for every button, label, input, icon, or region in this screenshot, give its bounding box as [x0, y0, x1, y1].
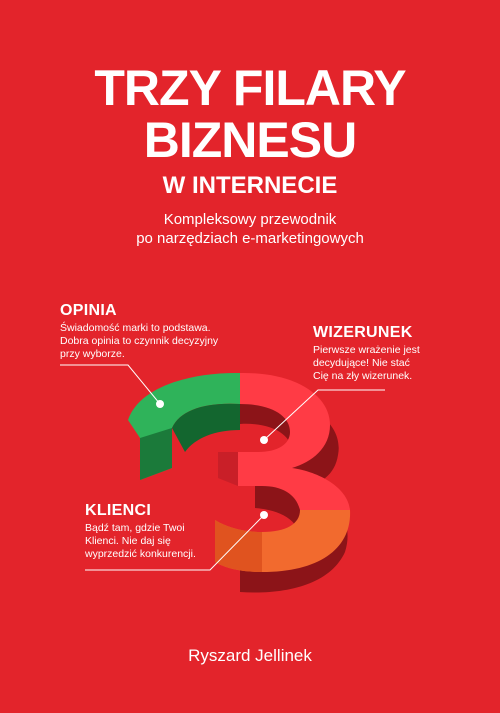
wizerunek-segment-side — [218, 452, 238, 486]
wizerunek-dot — [260, 436, 268, 444]
klienci-segment-front — [215, 520, 262, 572]
wizerunek-description-line-2: decydujące! Nie stać — [313, 357, 410, 369]
wizerunek-description-line-1: Pierwsze wrażenie jest — [313, 344, 420, 356]
opinia-leader-line — [60, 364, 161, 405]
klienci-description: Bądź tam, gdzie Twoi Klienci. Nie daj si… — [85, 522, 225, 561]
klienci-dot — [260, 511, 268, 519]
subtitle-line-1: Kompleksowy przewodnik — [163, 211, 337, 228]
subtitle: Kompleksowy przewodnik po narzędziach e-… — [0, 210, 500, 248]
klienci-description-line-1: Bądź tam, gdzie Twoi — [85, 522, 185, 534]
wizerunek-description: Pierwsze wrażenie jest decydujące! Nie s… — [313, 344, 463, 383]
opinia-description: Świadomość marki to podstawa. Dobra opin… — [60, 322, 235, 361]
wizerunek-leader-line — [263, 389, 385, 441]
wizerunek-segment — [238, 372, 350, 510]
subtitle-line-2: po narzędziach e-marketingowych — [136, 230, 364, 247]
opinia-label: OPINIA — [60, 302, 117, 319]
klienci-description-line-2: Klienci. Nie daj się — [85, 535, 171, 547]
opinia-description-line-1: Świadomość marki to podstawa. — [60, 322, 211, 334]
klienci-label: KLIENCI — [85, 502, 152, 519]
klienci-description-line-3: wyprzedzić konkurencji. — [85, 548, 196, 560]
opinia-segment-inner — [172, 403, 240, 452]
title-line-1: TRZY FILARY — [94, 60, 406, 116]
opinia-dot — [156, 400, 164, 408]
opinia-description-line-2: Dobra opinia to czynnik decyzyjny — [60, 335, 219, 347]
title-line-2: BIZNESU — [143, 112, 357, 168]
author-name: Ryszard Jellinek — [188, 646, 312, 665]
opinia-segment-side — [140, 428, 172, 480]
opinia-description-line-3: przy wyborze. — [60, 348, 125, 360]
wizerunek-description-line-3: Cię na zły wizerunek. — [313, 370, 413, 382]
klienci-leader-line — [85, 514, 265, 571]
wizerunek-label: WIZERUNEK — [313, 324, 413, 341]
title-line-3: W INTERNECIE — [162, 172, 338, 199]
